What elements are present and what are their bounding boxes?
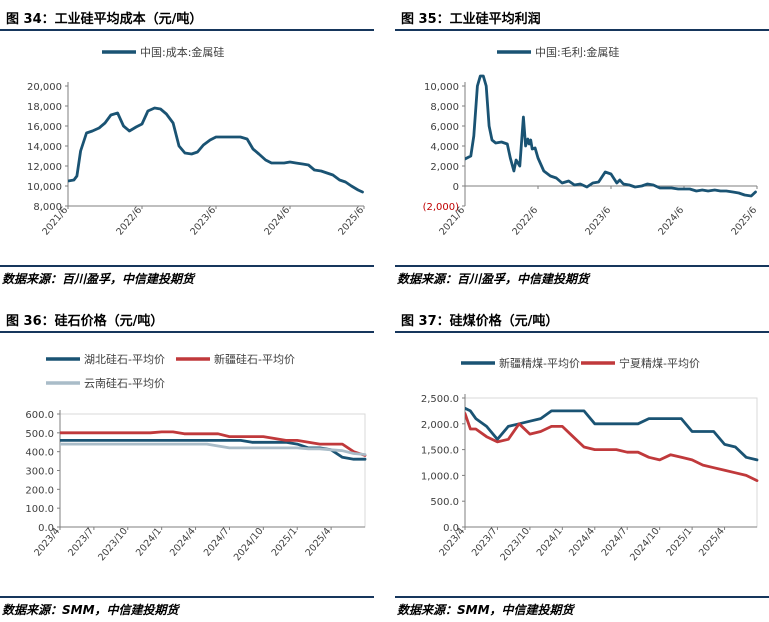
legend-label: 宁夏精煤-平均价	[619, 356, 700, 370]
series-line	[465, 412, 759, 483]
y-tick-label: 10,000	[27, 182, 62, 193]
y-tick-label: 8,000	[430, 102, 459, 113]
x-tick-label: 2024/7	[202, 526, 232, 559]
source-rule	[0, 596, 374, 598]
coal-line-chart: 0.0 500.0 1,000.0 1,500.0 2,000.0 2,500.0 2023…	[421, 356, 759, 563]
legend-label: 新疆硅石-平均价	[214, 352, 295, 366]
source-rule	[395, 265, 769, 267]
y-tick-label: 2,000	[430, 162, 459, 173]
legend-label: 中国:成本:金属硅	[140, 45, 224, 59]
x-tick-label: 2024/6	[262, 205, 292, 238]
profit-line-chart: (2,000)02,0004,0006,0008,00010,0002021/6…	[423, 45, 760, 238]
y-tick-label: 4,000	[430, 142, 459, 153]
chart-title: 图 37：硅煤价格（元/吨）	[401, 314, 559, 329]
y-tick-label: 500.0	[430, 497, 459, 508]
y-tick-label: 16,000	[27, 122, 62, 133]
source-rule	[395, 596, 769, 598]
panel-cost: 图 34：工业硅平均成本（元/吨） 8,000 10,000 12,000 14,00…	[0, 0, 374, 292]
y-tick-label: 2,500.0	[421, 394, 459, 405]
chart-title: 图 34：工业硅平均成本（元/吨）	[6, 12, 203, 27]
y-tick-label: 8,000	[33, 202, 62, 213]
x-tick-label: 2024/7	[600, 526, 630, 559]
panel-profit: 图 35：工业硅平均利润 (2,000) 0 2,000 4,000 6,000 8,00…	[395, 0, 769, 292]
x-tick-label: 2023/10	[96, 526, 130, 563]
x-tick-label: 2025/6	[729, 205, 759, 238]
x-tick-label: 2023/10	[498, 526, 532, 563]
legend-label: 中国:毛利:金属硅	[535, 45, 619, 59]
y-tick-label: 2,000.0	[421, 420, 459, 431]
y-tick-label: 10,000	[424, 82, 459, 93]
x-tick-label: 2025/4	[303, 526, 333, 559]
x-tick-label: 2023/7	[66, 526, 96, 559]
source-rule	[0, 265, 374, 267]
y-tick-label: 200.0	[25, 485, 54, 496]
y-tick-label: 0	[453, 182, 459, 193]
x-tick-label: 2023/6	[188, 205, 218, 238]
y-tick-label: 0.0	[443, 523, 459, 534]
x-tick-label: 2024/10	[232, 526, 266, 563]
x-tick-label: 2024/6	[656, 205, 686, 238]
x-tick-label: 2022/6	[510, 205, 540, 238]
series-line	[465, 406, 759, 462]
panel-coal: 图 37：硅煤价格（元/吨） 0.0 500.0 1,000.0 1,500.0 2,0…	[395, 302, 769, 622]
y-tick-label: 0.0	[38, 523, 54, 534]
x-tick-label: 2022/6	[114, 205, 144, 238]
x-tick-label: 2024/1	[535, 526, 565, 559]
y-tick-label: 400.0	[25, 448, 54, 459]
chart-title: 图 36：硅石价格（元/吨）	[6, 314, 164, 329]
y-tick-label: 6,000	[430, 122, 459, 133]
x-tick-label: 2024/4	[168, 526, 198, 559]
y-tick-label: 1,000.0	[421, 471, 459, 482]
title-rule	[395, 29, 769, 31]
series-line	[60, 430, 367, 457]
data-source: 数据来源：百川盈孚，中信建投期货	[2, 272, 195, 286]
x-tick-label: 2023/6	[583, 205, 613, 238]
plot-area	[59, 413, 366, 528]
title-rule	[0, 331, 374, 333]
y-tick-label: 100.0	[25, 504, 54, 515]
y-tick-label: 14,000	[27, 142, 62, 153]
x-tick-label: 2024/10	[628, 526, 662, 563]
y-tick-label: (2,000)	[423, 202, 460, 213]
x-tick-label: 2024/1	[134, 526, 164, 559]
series-line	[465, 74, 757, 198]
y-tick-label: 600.0	[25, 410, 54, 421]
x-tick-label: 2025/6	[336, 205, 366, 238]
series-line	[60, 439, 367, 461]
series-line	[68, 106, 364, 194]
data-source: 数据来源：百川盈孚，中信建投期货	[397, 272, 590, 286]
title-rule	[0, 29, 374, 31]
legend-label: 云南硅石-平均价	[84, 377, 165, 390]
x-tick-label: 2025/1	[270, 526, 300, 559]
data-source: 数据来源：SMM，中信建投期货	[2, 603, 179, 617]
x-tick-label: 2024/4	[567, 526, 597, 559]
plot-area	[464, 397, 758, 528]
y-tick-label: 18,000	[27, 102, 62, 113]
x-tick-label: 2023/7	[470, 526, 500, 559]
legend-label: 新疆精煤-平均价	[499, 356, 580, 370]
legend-label: 湖北硅石-平均价	[84, 353, 165, 366]
y-tick-label: 300.0	[25, 467, 54, 478]
panel-quartzite: 图 36：硅石价格（元/吨） 0.0 100.0 200.0 300.0 400.0 50…	[0, 302, 374, 622]
cost-line-chart: 8,000 10,000 12,000 14,000 16,000 18,000 20,00…	[27, 45, 366, 238]
y-tick-label: 1,500.0	[421, 446, 459, 457]
y-tick-label: 12,000	[27, 162, 62, 173]
series-line	[60, 442, 367, 456]
data-source: 数据来源：SMM，中信建投期货	[397, 603, 574, 617]
x-tick-label: 2025/1	[664, 526, 694, 559]
x-tick-label: 2025/4	[697, 526, 727, 559]
chart-title: 图 35：工业硅平均利润	[401, 12, 541, 27]
y-tick-label: 20,000	[27, 82, 62, 93]
y-tick-label: 500.0	[25, 429, 54, 440]
title-rule	[395, 331, 769, 333]
